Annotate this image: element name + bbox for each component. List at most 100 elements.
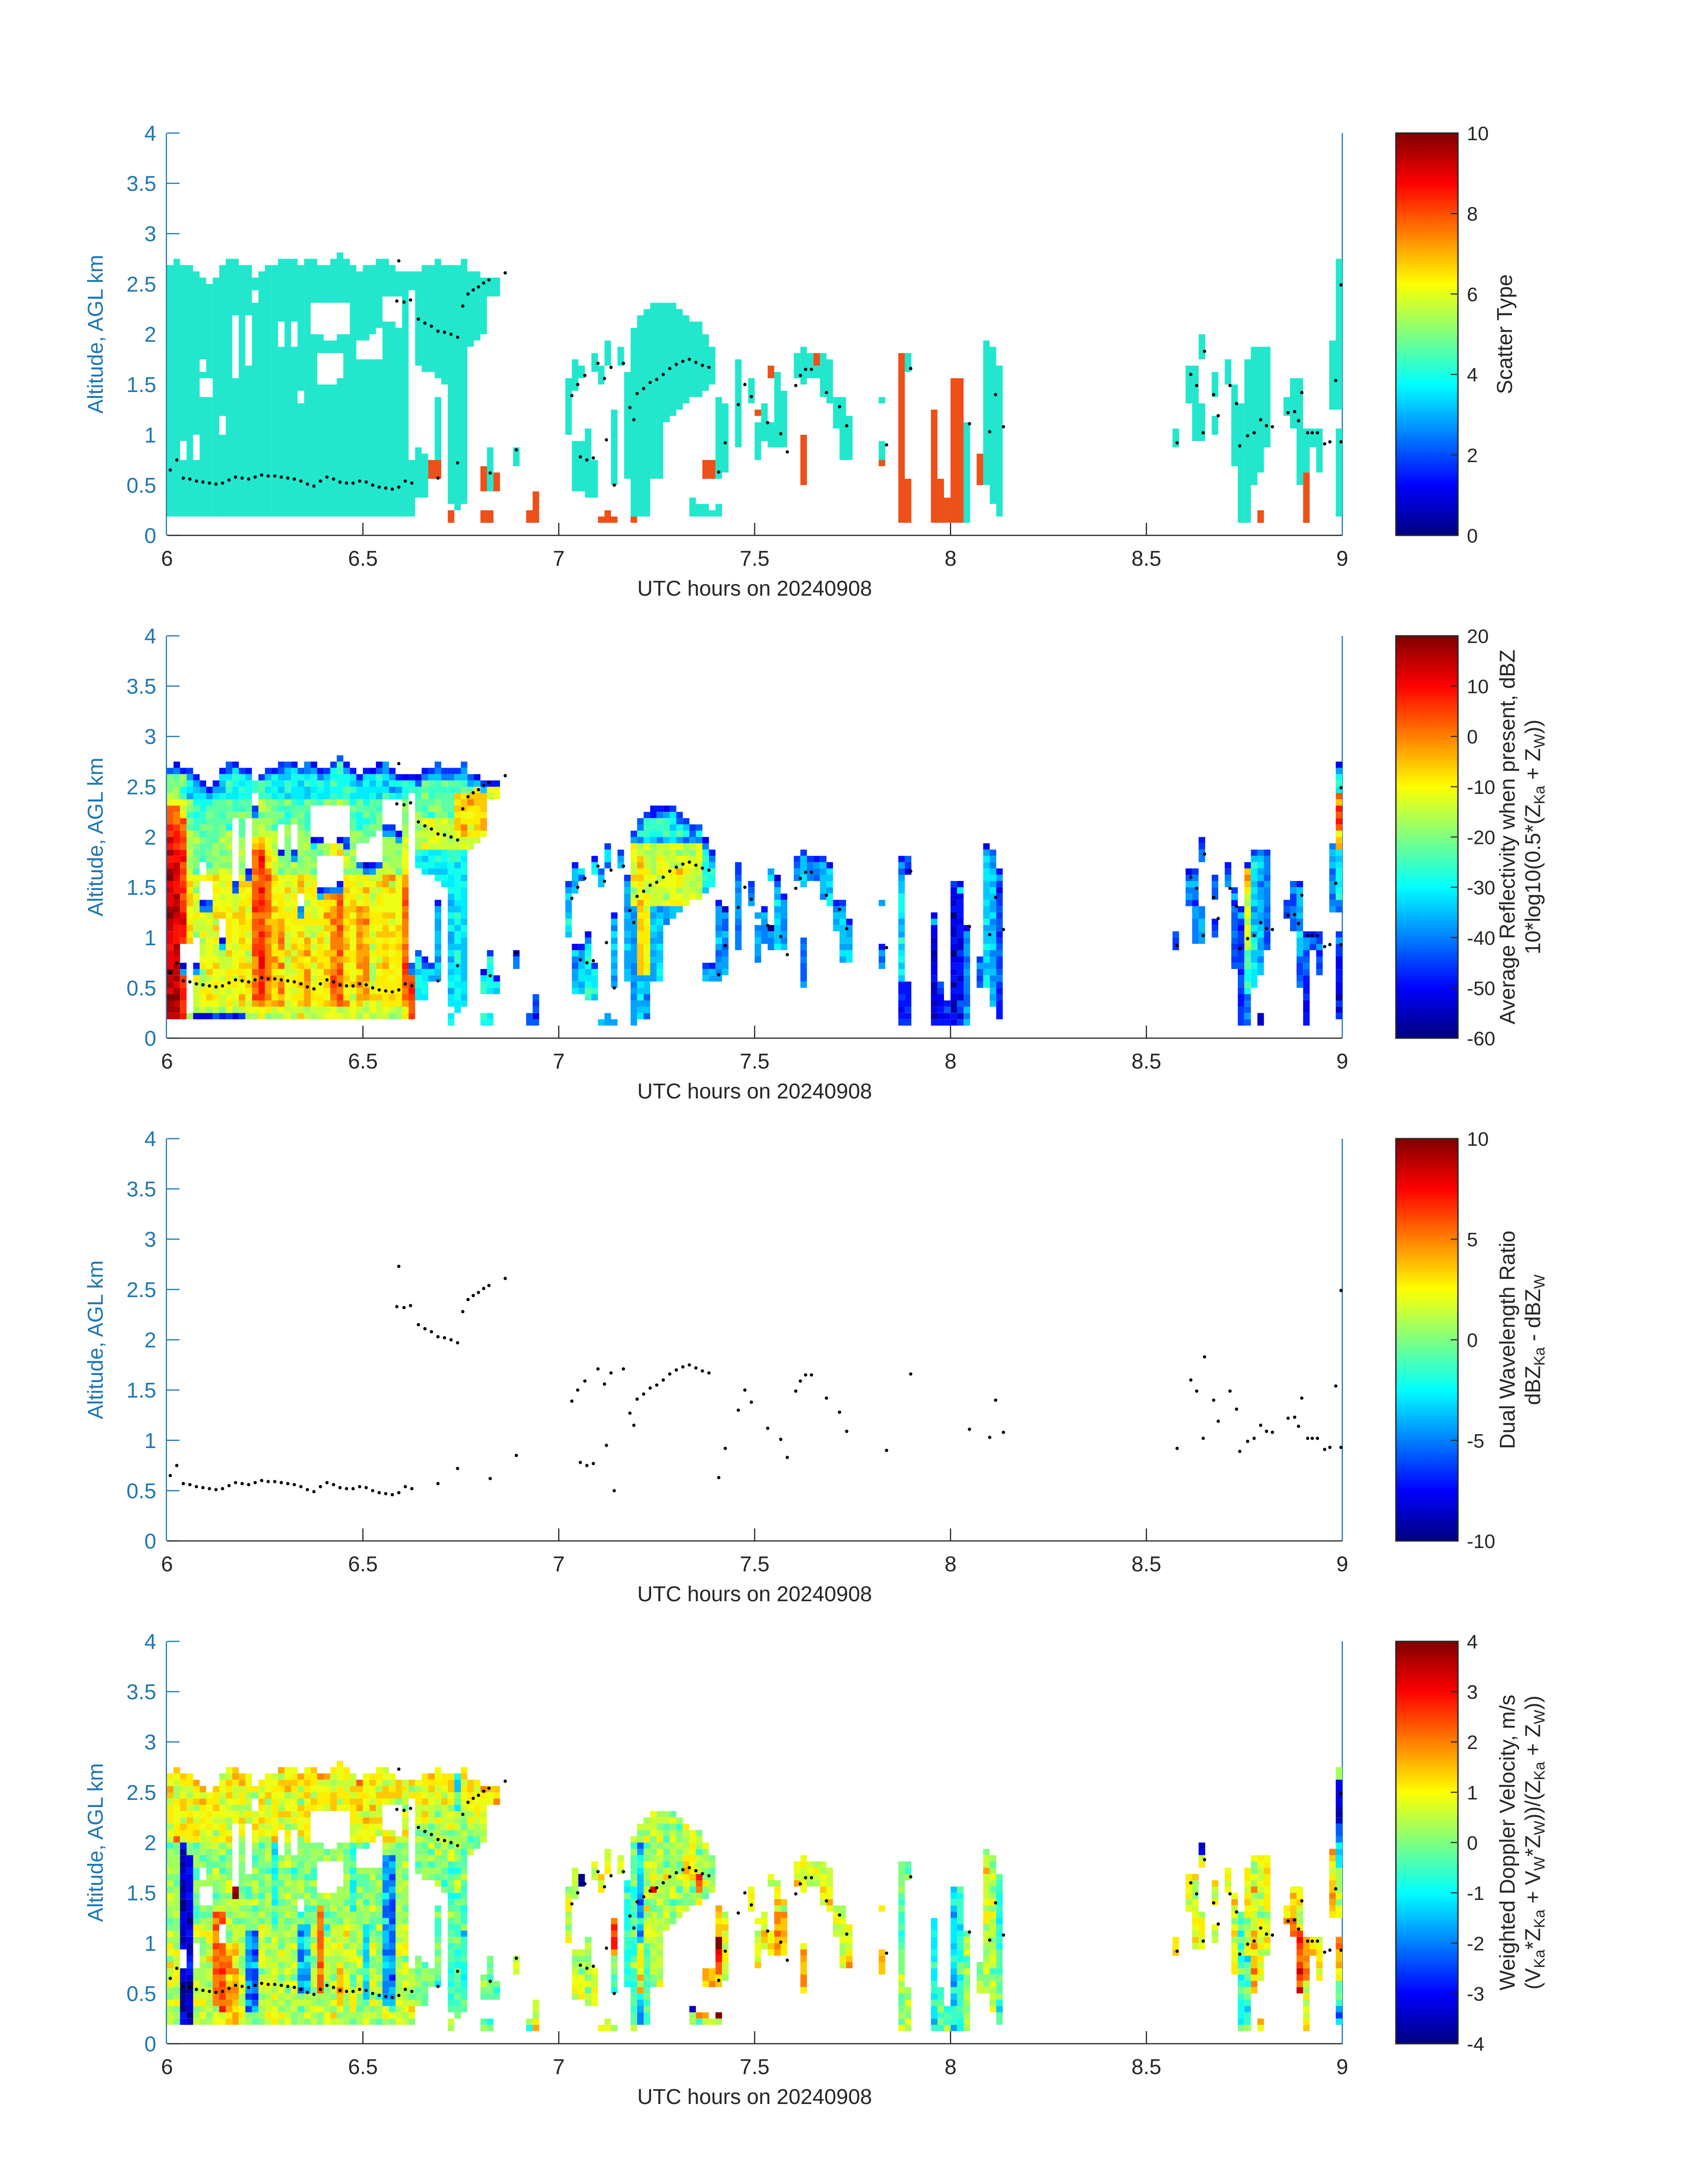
svg-text:6.5: 6.5 bbox=[348, 547, 378, 571]
svg-text:9: 9 bbox=[1336, 1553, 1349, 1576]
svg-text:6: 6 bbox=[161, 1553, 173, 1576]
svg-text:2.5: 2.5 bbox=[126, 776, 156, 799]
svg-text:7: 7 bbox=[553, 1050, 565, 1073]
svg-text:8: 8 bbox=[944, 2055, 956, 2079]
svg-text:4: 4 bbox=[144, 625, 156, 648]
svg-text:3: 3 bbox=[144, 1228, 156, 1252]
svg-text:1: 1 bbox=[144, 424, 156, 447]
svg-text:7.5: 7.5 bbox=[740, 2055, 770, 2079]
svg-text:0: 0 bbox=[144, 1530, 156, 1553]
svg-text:8.5: 8.5 bbox=[1132, 2055, 1161, 2079]
svg-text:6: 6 bbox=[161, 547, 173, 571]
svg-text:4: 4 bbox=[1467, 364, 1478, 386]
svg-text:3.5: 3.5 bbox=[126, 1178, 156, 1202]
svg-text:1: 1 bbox=[1467, 1782, 1478, 1804]
svg-text:20: 20 bbox=[1467, 626, 1489, 647]
svg-text:-4: -4 bbox=[1467, 2033, 1484, 2055]
svg-text:5: 5 bbox=[1467, 1229, 1478, 1251]
svg-text:UTC hours on 20240908: UTC hours on 20240908 bbox=[637, 1582, 872, 1606]
svg-text:Scatter Type: Scatter Type bbox=[1493, 274, 1517, 394]
svg-text:-10: -10 bbox=[1467, 1531, 1495, 1553]
svg-text:0.5: 0.5 bbox=[126, 1479, 156, 1503]
svg-text:Altitude, AGL km: Altitude, AGL km bbox=[84, 255, 108, 414]
svg-text:8: 8 bbox=[944, 547, 956, 571]
svg-text:0: 0 bbox=[144, 524, 156, 548]
svg-text:8.5: 8.5 bbox=[1132, 547, 1161, 571]
svg-text:0: 0 bbox=[144, 2033, 156, 2056]
svg-text:1.5: 1.5 bbox=[126, 1882, 156, 1905]
svg-text:Weighted Doppler Velocity, m/s: Weighted Doppler Velocity, m/s bbox=[1496, 1695, 1520, 1991]
svg-text:3: 3 bbox=[144, 222, 156, 246]
svg-text:0: 0 bbox=[1467, 1330, 1478, 1352]
svg-text:7.5: 7.5 bbox=[740, 1553, 770, 1576]
svg-text:7.5: 7.5 bbox=[740, 547, 770, 571]
svg-text:8: 8 bbox=[944, 1553, 956, 1576]
svg-text:3.5: 3.5 bbox=[126, 675, 156, 699]
svg-text:Average Reflectivity when pres: Average Reflectivity when present, dBZ bbox=[1496, 650, 1520, 1025]
svg-text:0.5: 0.5 bbox=[126, 1982, 156, 2006]
svg-text:2: 2 bbox=[1467, 445, 1478, 467]
svg-text:2: 2 bbox=[1467, 1732, 1478, 1753]
svg-text:2: 2 bbox=[144, 826, 156, 850]
svg-text:10*log10(0.5*(ZKa + ZW)): 10*log10(0.5*(ZKa + ZW)) bbox=[1521, 720, 1548, 955]
svg-text:9: 9 bbox=[1336, 547, 1349, 571]
svg-text:6: 6 bbox=[161, 2055, 173, 2079]
svg-text:UTC hours on 20240908: UTC hours on 20240908 bbox=[637, 1080, 872, 1103]
svg-text:dBZKa - dBZW: dBZKa - dBZW bbox=[1521, 1274, 1548, 1405]
svg-text:3.5: 3.5 bbox=[126, 1681, 156, 1704]
svg-text:2: 2 bbox=[144, 1329, 156, 1352]
svg-text:-10: -10 bbox=[1467, 776, 1495, 798]
svg-text:0.5: 0.5 bbox=[126, 977, 156, 1000]
svg-text:8: 8 bbox=[1467, 203, 1478, 225]
svg-text:2: 2 bbox=[144, 1832, 156, 1855]
svg-text:-5: -5 bbox=[1467, 1430, 1484, 1452]
svg-text:-40: -40 bbox=[1467, 927, 1495, 949]
svg-text:-20: -20 bbox=[1467, 827, 1495, 849]
svg-text:Dual Wavelength Ratio: Dual Wavelength Ratio bbox=[1496, 1231, 1520, 1449]
svg-text:7: 7 bbox=[553, 547, 565, 571]
svg-text:6.5: 6.5 bbox=[348, 1553, 378, 1576]
svg-text:Altitude, AGL km: Altitude, AGL km bbox=[84, 1261, 108, 1419]
svg-text:9: 9 bbox=[1336, 2055, 1349, 2079]
svg-text:1.5: 1.5 bbox=[126, 1379, 156, 1403]
svg-text:-60: -60 bbox=[1467, 1028, 1495, 1050]
svg-text:2: 2 bbox=[144, 323, 156, 347]
svg-text:(VKa*ZKa + VW*ZW))/(ZKa + ZW)): (VKa*ZKa + VW*ZW))/(ZKa + ZW)) bbox=[1521, 1695, 1548, 1989]
svg-text:7: 7 bbox=[553, 2055, 565, 2079]
svg-text:8.5: 8.5 bbox=[1132, 1050, 1161, 1073]
svg-text:3.5: 3.5 bbox=[126, 172, 156, 196]
svg-text:0.5: 0.5 bbox=[126, 474, 156, 497]
svg-text:8: 8 bbox=[944, 1050, 956, 1073]
svg-text:0: 0 bbox=[1467, 1833, 1478, 1854]
svg-text:2.5: 2.5 bbox=[126, 1781, 156, 1805]
svg-text:10: 10 bbox=[1467, 1128, 1489, 1150]
svg-text:Altitude, AGL km: Altitude, AGL km bbox=[84, 758, 108, 917]
svg-text:6.5: 6.5 bbox=[348, 1050, 378, 1073]
svg-text:-1: -1 bbox=[1467, 1883, 1484, 1904]
svg-text:7: 7 bbox=[553, 1553, 565, 1576]
svg-text:3: 3 bbox=[144, 1731, 156, 1754]
svg-text:10: 10 bbox=[1467, 676, 1489, 698]
svg-text:0: 0 bbox=[1467, 525, 1478, 547]
svg-text:3: 3 bbox=[144, 725, 156, 749]
svg-text:Altitude, AGL km: Altitude, AGL km bbox=[84, 1763, 108, 1922]
svg-text:7.5: 7.5 bbox=[740, 1050, 770, 1073]
svg-text:4: 4 bbox=[144, 1127, 156, 1151]
svg-text:1: 1 bbox=[144, 1429, 156, 1453]
svg-text:-2: -2 bbox=[1467, 1933, 1484, 1955]
svg-text:1: 1 bbox=[144, 1932, 156, 1956]
svg-text:4: 4 bbox=[144, 1630, 156, 1654]
svg-text:-3: -3 bbox=[1467, 1983, 1484, 2005]
svg-text:4: 4 bbox=[1467, 1631, 1478, 1653]
svg-text:-50: -50 bbox=[1467, 977, 1495, 999]
svg-text:UTC hours on 20240908: UTC hours on 20240908 bbox=[637, 577, 872, 601]
svg-text:0: 0 bbox=[144, 1027, 156, 1051]
svg-text:6.5: 6.5 bbox=[348, 2055, 378, 2079]
svg-text:9: 9 bbox=[1336, 1050, 1349, 1073]
svg-text:1.5: 1.5 bbox=[126, 876, 156, 900]
svg-text:UTC hours on 20240908: UTC hours on 20240908 bbox=[637, 2085, 872, 2109]
svg-text:8.5: 8.5 bbox=[1132, 1553, 1161, 1576]
svg-text:2.5: 2.5 bbox=[126, 1278, 156, 1302]
svg-text:3: 3 bbox=[1467, 1682, 1478, 1703]
svg-text:1: 1 bbox=[144, 927, 156, 950]
